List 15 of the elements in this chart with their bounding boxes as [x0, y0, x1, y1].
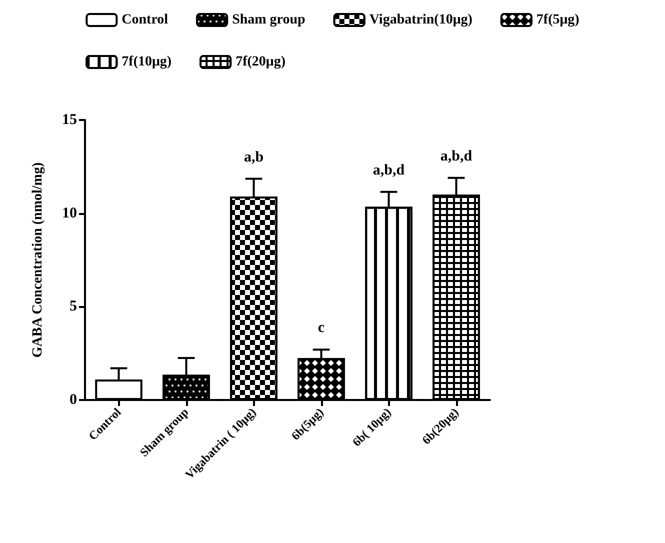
y-tick-label: 0	[70, 392, 77, 408]
y-axis-title: GABA Concentration (nmol/mg)	[30, 162, 46, 358]
legend-label: Sham group	[232, 12, 306, 28]
data-label: c	[318, 320, 325, 336]
legend-label: 7f(10μg)	[122, 54, 172, 70]
legend-label: 7f(20μg)	[236, 54, 286, 70]
data-label: a,b	[244, 149, 264, 166]
y-tick-label: 10	[62, 205, 77, 222]
y-tick-label: 15	[62, 112, 77, 128]
legend-label: 7f(5μg)	[536, 12, 580, 28]
data-label: a,b,d	[372, 162, 406, 178]
legend-label: Control	[122, 12, 168, 28]
y-tick-label: 5	[70, 298, 77, 315]
data-label: a,b,d	[440, 148, 473, 164]
legend-label: Vigabatrin(10μg)	[369, 12, 473, 28]
